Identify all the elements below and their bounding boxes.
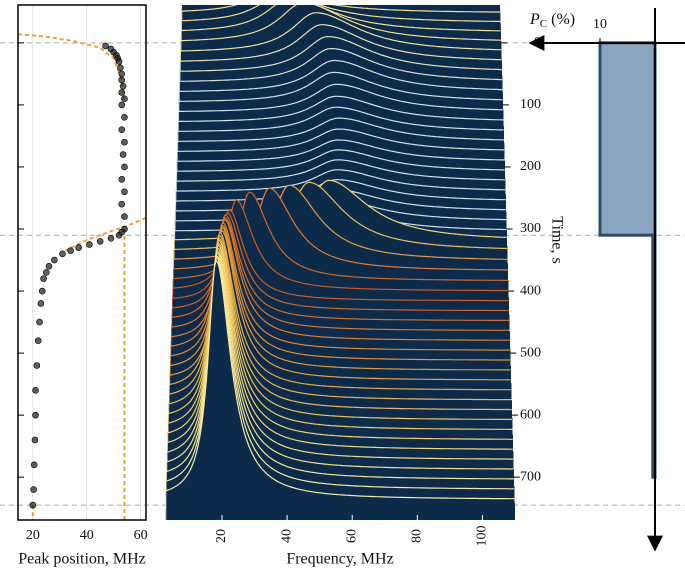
point — [45, 262, 53, 270]
label-main: P — [529, 11, 540, 28]
point — [107, 235, 115, 242]
fit-line — [64, 216, 146, 252]
point — [37, 300, 45, 307]
step-bar — [598, 41, 657, 237]
point — [33, 362, 41, 369]
x-axis-label: PC (%) — [529, 11, 575, 30]
point — [36, 318, 43, 326]
point — [115, 58, 123, 65]
point — [30, 461, 38, 469]
point — [118, 76, 126, 84]
y-tick-label: 500 — [520, 345, 541, 360]
point — [118, 176, 126, 183]
x-tick-label: 80 — [410, 529, 425, 543]
point — [121, 213, 128, 220]
point — [40, 275, 47, 282]
point — [119, 151, 127, 158]
point — [118, 200, 126, 208]
x-tick-label: 10 — [593, 17, 607, 32]
point — [32, 411, 39, 419]
point — [102, 42, 109, 50]
point — [32, 387, 39, 394]
point — [96, 238, 104, 245]
plot-area — [18, 33, 146, 520]
label-sub: C — [540, 18, 547, 30]
y-tick-label: 300 — [520, 221, 541, 236]
traces — [165, 5, 515, 520]
point — [121, 95, 128, 102]
point — [121, 188, 128, 196]
point — [118, 70, 126, 78]
y-tick-label: 700 — [520, 469, 541, 484]
y-tick-label: 100 — [520, 97, 541, 112]
point — [29, 501, 37, 509]
x-tick-label: 100 — [475, 526, 490, 547]
point — [121, 138, 128, 146]
point — [117, 64, 124, 71]
point — [51, 256, 58, 264]
point — [31, 436, 39, 444]
y-tick-label: 200 — [520, 159, 541, 174]
fit-line — [18, 33, 126, 106]
x-tick-label: 60 — [134, 528, 148, 543]
x-tick-label: 40 — [279, 529, 294, 543]
frame — [17, 4, 147, 521]
point — [42, 269, 50, 276]
point — [59, 250, 66, 258]
point — [119, 82, 127, 90]
point — [75, 244, 82, 251]
point — [34, 337, 42, 344]
point — [121, 163, 128, 171]
y-axis-label: Time, s — [548, 216, 565, 263]
x-axis-label: Peak position, MHz — [18, 551, 146, 568]
point — [121, 114, 128, 121]
point — [115, 231, 123, 239]
label-unit: (%) — [551, 11, 575, 28]
x-tick-label: 40 — [80, 528, 94, 543]
point — [67, 247, 74, 255]
x-tick-label: 20 — [26, 528, 40, 543]
x-tick-label: 20 — [214, 529, 229, 543]
x-tick-label: 60 — [344, 529, 359, 543]
y-tick-label: 600 — [520, 407, 541, 422]
point — [38, 287, 46, 295]
trace — [165, 259, 515, 520]
point — [118, 126, 126, 134]
point — [118, 101, 126, 109]
point — [86, 241, 93, 248]
y-tick-label: 400 — [520, 283, 541, 298]
point — [30, 486, 37, 493]
point — [118, 89, 126, 96]
x-axis-label: Frequency, MHz — [286, 551, 393, 568]
